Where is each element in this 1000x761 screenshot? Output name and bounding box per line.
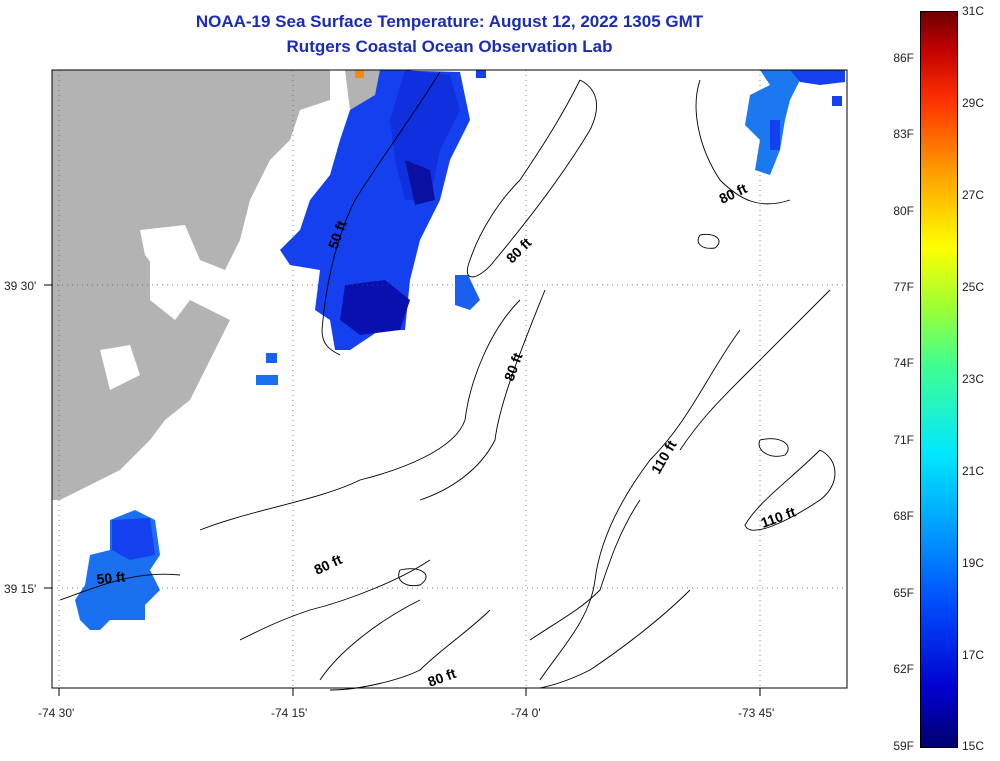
cb-c-label: 29C — [962, 96, 985, 110]
cb-f-label: 77F — [893, 280, 914, 294]
sst-patch-northeast — [745, 70, 845, 175]
cb-f-label: 62F — [893, 662, 914, 676]
cb-f-label: 86F — [893, 51, 914, 65]
cb-c-label: 17C — [962, 648, 985, 662]
depth-label: 80 ft — [312, 551, 345, 578]
lon-label: -74 0' — [511, 706, 541, 720]
cb-f-label: 71F — [893, 433, 914, 447]
temperature-colorbar — [920, 11, 958, 748]
lon-label: -74 30' — [38, 706, 74, 720]
lat-label: 39 15' — [4, 582, 36, 596]
depth-label: 110 ft — [759, 503, 798, 530]
depth-label: 80 ft — [503, 234, 535, 266]
cb-c-label: 21C — [962, 464, 985, 478]
lat-label: 39 30' — [4, 279, 36, 293]
cb-f-label: 65F — [893, 586, 914, 600]
lon-label: -74 15' — [271, 706, 307, 720]
cb-c-label: 31C — [962, 4, 985, 18]
cb-f-label: 80F — [893, 204, 914, 218]
map-subtitle: Rutgers Coastal Ocean Observation Lab — [286, 37, 613, 56]
cb-c-label: 27C — [962, 188, 985, 202]
depth-label: 80 ft — [501, 350, 526, 383]
sst-patch-north — [256, 70, 486, 385]
latitude-labels: 39 30' 39 15' — [4, 279, 36, 596]
depth-contours — [59, 71, 836, 691]
lon-label: -73 45' — [738, 706, 774, 720]
sst-patch-southwest — [75, 510, 160, 630]
cb-c-label: 15C — [962, 739, 985, 753]
depth-label: 80 ft — [426, 665, 459, 690]
cb-f-label: 74F — [893, 356, 914, 370]
map-frame — [44, 69, 848, 696]
gridlines — [52, 70, 847, 688]
cb-c-label: 19C — [962, 556, 985, 570]
cb-f-label: 68F — [893, 509, 914, 523]
cb-c-label: 23C — [962, 372, 985, 386]
depth-labels: 50 ft 80 ft 80 ft 80 ft 110 ft 110 ft 50… — [96, 180, 798, 690]
cb-f-label: 83F — [893, 127, 914, 141]
depth-label: 80 ft — [717, 180, 750, 207]
cb-c-label: 25C — [962, 280, 985, 294]
sst-map: -74 30' -74 15' -74 0' -73 45' 39 30' 39… — [4, 69, 848, 720]
map-title: NOAA-19 Sea Surface Temperature: August … — [195, 12, 704, 31]
cb-f-label: 59F — [893, 739, 914, 753]
longitude-labels: -74 30' -74 15' -74 0' -73 45' — [38, 706, 774, 720]
depth-label: 50 ft — [96, 569, 126, 587]
